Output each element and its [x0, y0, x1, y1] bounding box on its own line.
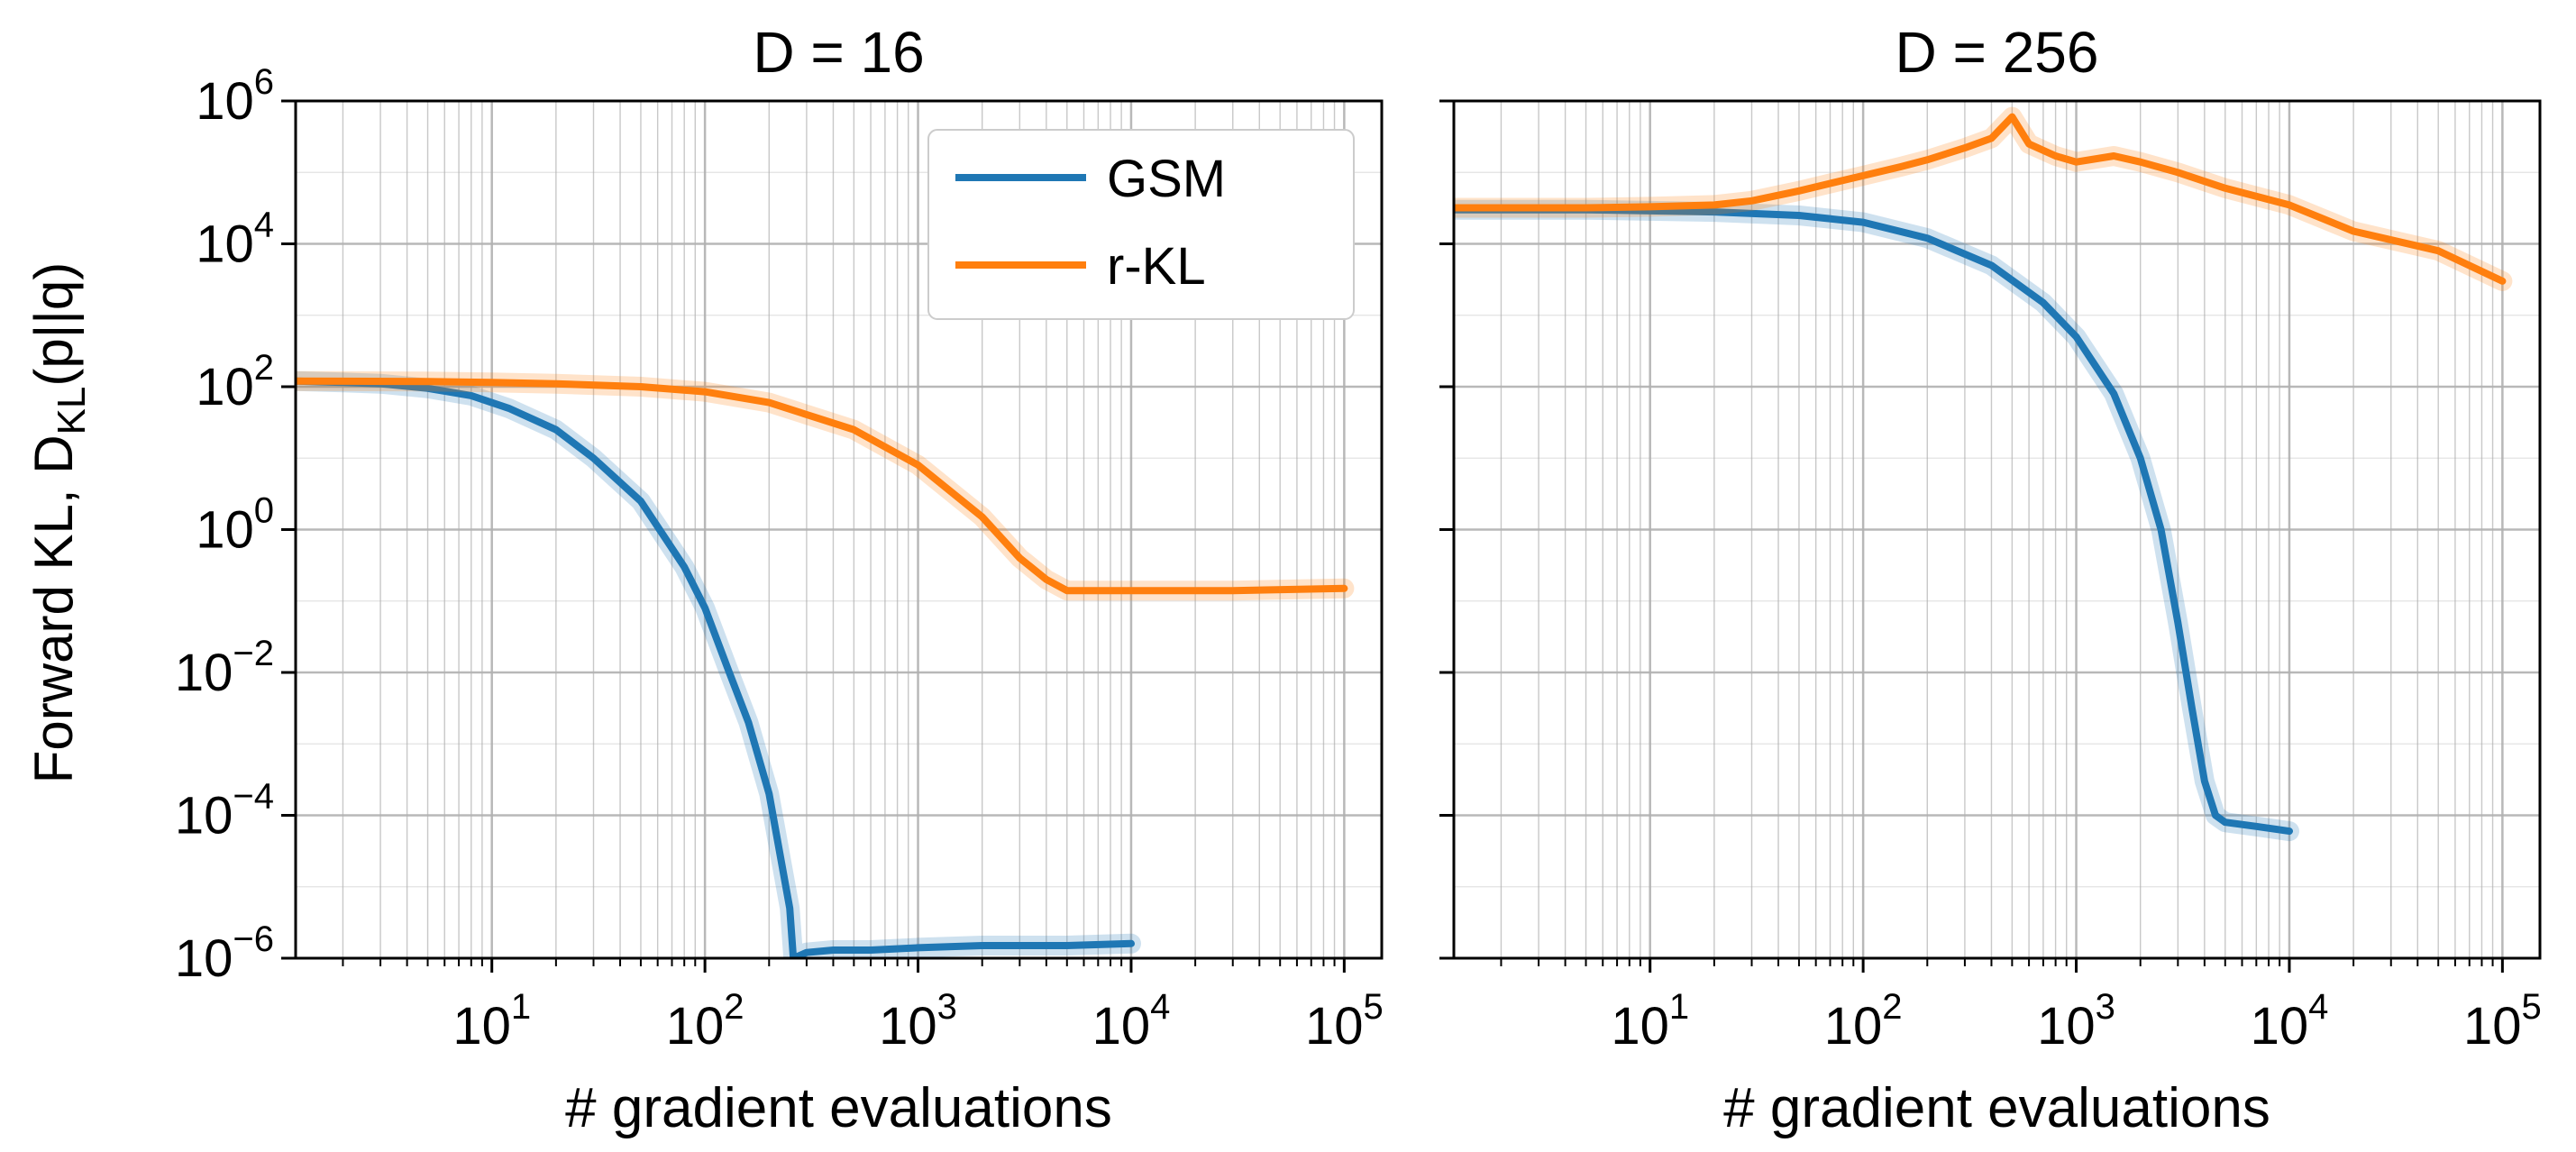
legend-label-gsm: GSM: [1107, 150, 1226, 208]
x-tick-label: 101: [452, 987, 531, 1056]
y-tick-label: 10−4: [175, 777, 274, 846]
x-axis-label: # gradient evaluations: [1723, 1077, 2270, 1139]
x-tick-label: 103: [2037, 987, 2115, 1056]
x-tick-label: 104: [1092, 987, 1171, 1056]
x-tick-label: 103: [879, 987, 957, 1056]
panel-title: D = 256: [1895, 20, 2099, 85]
x-tick-label: 102: [1824, 987, 1903, 1056]
y-axis-label-sub: KL: [50, 387, 94, 435]
y-tick-label: 104: [196, 206, 274, 274]
y-axis-label-main: Forward KL, D: [23, 434, 84, 783]
x-axis-label: # gradient evaluations: [565, 1077, 1112, 1139]
y-tick-label: 106: [196, 62, 274, 131]
y-axis-label: Forward KL, DKL(p||q): [23, 262, 94, 783]
series-group: [296, 370, 1355, 958]
y-tick-label: 10−2: [175, 634, 274, 702]
legend: GSM r-KL: [927, 129, 1355, 320]
x-tick-label: 101: [1611, 987, 1689, 1056]
y-tick-label: 102: [196, 348, 274, 416]
series-group: [1454, 106, 2513, 842]
series-line-r-kl: [1454, 113, 2507, 285]
panel-title: D = 16: [753, 20, 924, 85]
legend-label-rkl: r-KL: [1107, 237, 1206, 296]
x-tick-label: 105: [1305, 987, 1384, 1056]
y-tick-label: 100: [196, 491, 274, 560]
series-line-gsm: [296, 377, 1135, 958]
x-tick-label: 102: [666, 987, 744, 1056]
series-line-r-kl: [296, 377, 1348, 595]
panel-d256: 101 102 103 104 105 D = 256 # gradient evaluat…: [1439, 20, 2542, 1139]
x-tick-label: 104: [2251, 987, 2329, 1056]
y-tick-label: 10−6: [175, 919, 274, 988]
series-line-gsm: [1454, 206, 2293, 836]
y-axis-label-tail: (p||q): [23, 262, 84, 387]
x-tick-label: 105: [2463, 987, 2542, 1056]
